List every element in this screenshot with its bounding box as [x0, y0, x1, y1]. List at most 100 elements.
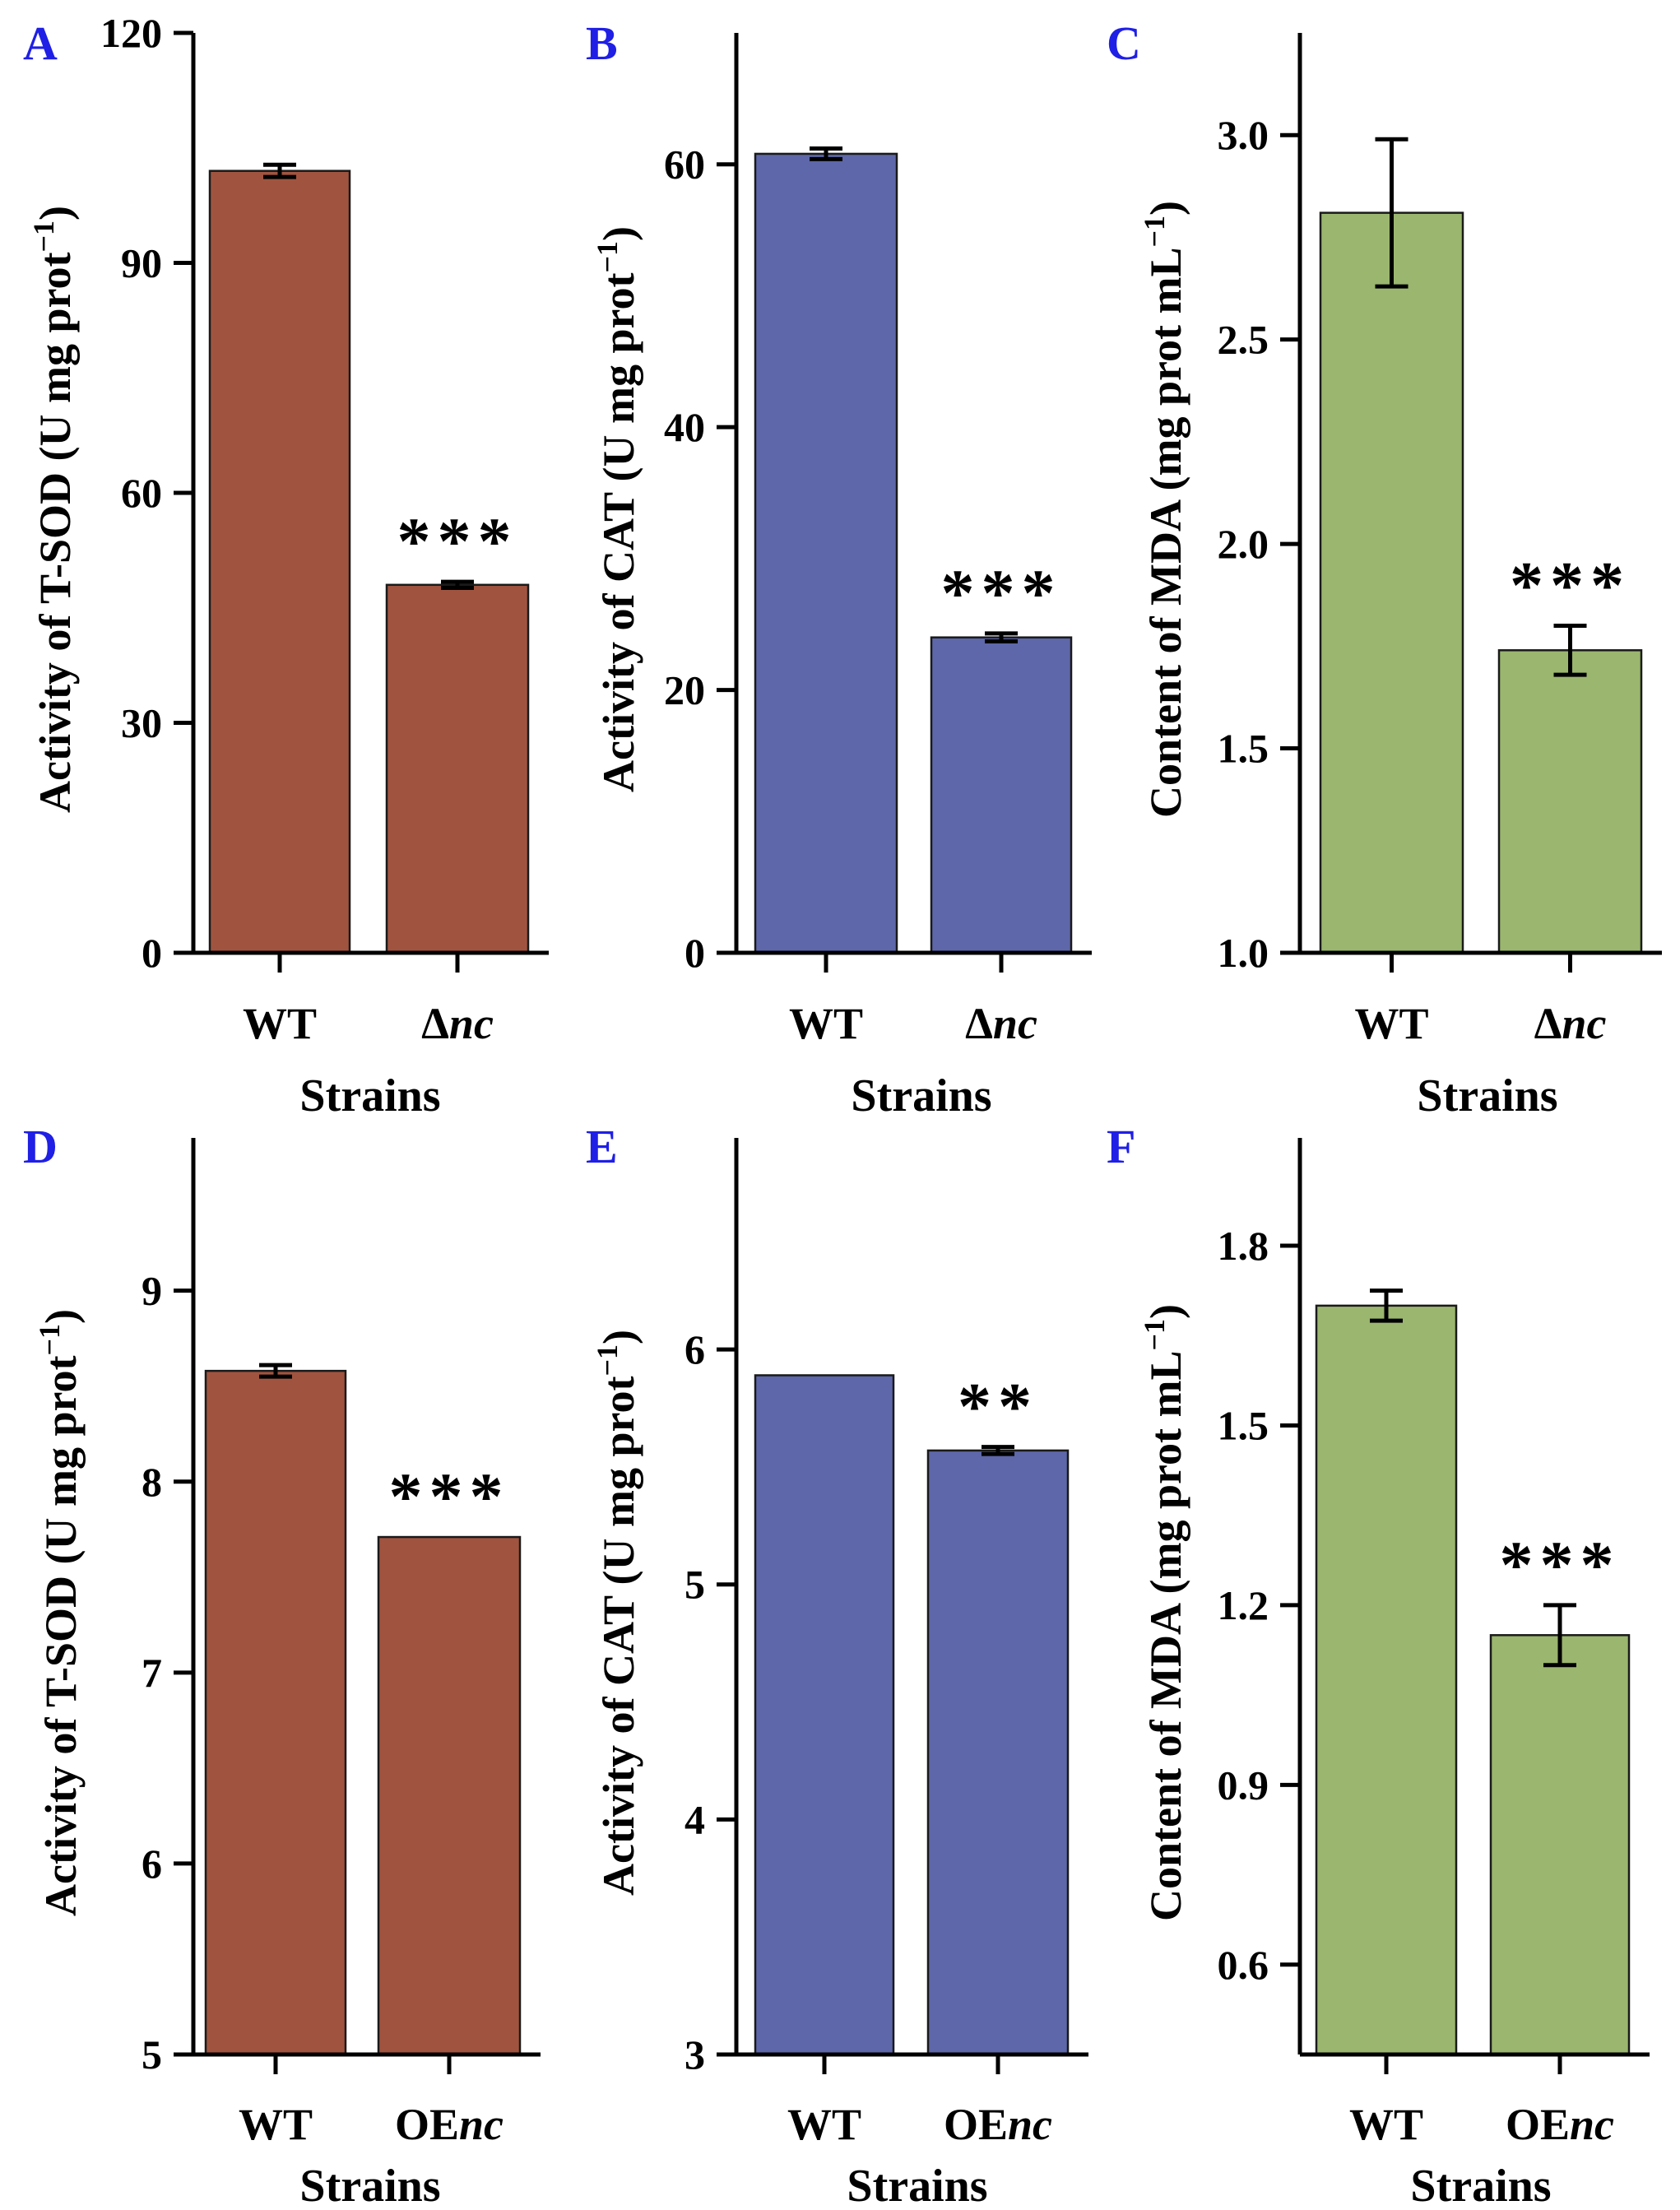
y-axis-title-sup: −1: [27, 221, 60, 253]
x-tick-label-italic: nc: [1570, 2100, 1614, 2149]
x-axis-title: Strains: [299, 1070, 440, 1121]
x-tick-label-italic: nc: [993, 999, 1037, 1048]
significance-label: **: [958, 1369, 1038, 1444]
y-tick-label: 6: [142, 1841, 162, 1887]
bar: [1489, 1634, 1631, 2056]
bar: [1315, 1304, 1458, 2056]
y-tick-label: 1.8: [1218, 1223, 1269, 1269]
x-tick-label-italic: nc: [1562, 999, 1606, 1048]
significance-label: ***: [941, 555, 1062, 630]
bar: [930, 636, 1073, 954]
y-axis-title-close: ): [1141, 1304, 1190, 1319]
x-tick-label-text: Δ: [1534, 999, 1562, 1048]
y-axis-title-close: ): [594, 226, 643, 241]
significance-label: ***: [397, 504, 518, 578]
y-tick-label: 3: [685, 2031, 705, 2078]
y-axis-title: Activity of T-SOD (U mg prot−1): [27, 206, 80, 813]
y-axis-title-text: Activity of CAT (U mg prot: [594, 1377, 643, 1896]
bar: [1497, 649, 1643, 954]
significance-label: ***: [1510, 547, 1631, 622]
x-tick-label: OEnc: [944, 2100, 1052, 2149]
y-tick-label: 40: [664, 404, 705, 450]
significance-label: ***: [389, 1459, 510, 1534]
x-tick-label: WT: [789, 999, 863, 1048]
panel-letter: A: [23, 16, 58, 70]
y-axis-title: Content of MDA (mg prot mL−1): [1138, 201, 1190, 818]
x-tick-label: WT: [1349, 2100, 1423, 2149]
y-tick-label: 2.0: [1218, 521, 1269, 567]
y-tick-label: 20: [664, 667, 705, 713]
x-tick-label: WT: [1354, 999, 1428, 1048]
x-tick-label: OEnc: [395, 2100, 504, 2149]
y-axis-title: Content of MDA (mg prot mL−1): [1138, 1304, 1190, 1921]
x-tick-label: WT: [239, 2100, 313, 2149]
y-axis-title: Activity of T-SOD (U mg prot−1): [33, 1309, 86, 1916]
x-tick-label-text: WT: [243, 999, 317, 1048]
x-tick-label-text: Δ: [421, 999, 449, 1048]
panel-letter: B: [586, 16, 618, 70]
y-axis-title-close: ): [30, 206, 80, 221]
y-tick-label: 1.0: [1218, 930, 1269, 976]
bar: [1319, 211, 1464, 954]
bar: [926, 1449, 1070, 2056]
x-tick-label-italic: nc: [1008, 2100, 1052, 2149]
y-axis-title-sup: −1: [591, 241, 624, 273]
panel-c: C WT *** Δnc 1.0 1.5 2.0 2.5 3.0 Strains Content o…: [1107, 16, 1662, 1121]
x-tick-label-text: WT: [789, 999, 863, 1048]
x-axis-title: Strains: [1417, 1070, 1557, 1121]
panel-a: A WT *** Δnc 0 30 60 90 120 Strains Activity of T-…: [23, 10, 549, 1121]
y-tick-label: 1.5: [1218, 726, 1269, 772]
y-axis-title-text: Activity of CAT (U mg prot: [594, 273, 643, 792]
y-axis-title-close: ): [1141, 201, 1190, 216]
y-axis-title-text: Content of MDA (mg prot mL: [1141, 248, 1190, 818]
x-axis-title: Strains: [851, 1070, 991, 1121]
x-tick-label-text: Δ: [965, 999, 993, 1048]
x-tick-label-text: WT: [787, 2100, 861, 2149]
bar: [204, 1369, 347, 2056]
panel-letter: D: [23, 1120, 58, 1173]
x-tick-label-italic: nc: [459, 2100, 504, 2149]
x-tick-label-italic: nc: [449, 999, 494, 1048]
y-tick-label: 90: [121, 240, 162, 286]
x-tick-label-text: WT: [1349, 2100, 1423, 2149]
y-tick-label: 60: [121, 470, 162, 516]
y-tick-label: 9: [142, 1268, 162, 1314]
y-axis-title: Activity of CAT (U mg prot−1): [591, 226, 643, 792]
x-tick-label-text: WT: [1354, 999, 1428, 1048]
bar: [208, 169, 351, 954]
y-tick-label: 1.5: [1218, 1402, 1269, 1448]
x-tick-label: WT: [787, 2100, 861, 2149]
x-tick-label-text: OE: [944, 2100, 1008, 2149]
y-tick-label: 120: [100, 10, 162, 56]
bar: [385, 583, 530, 954]
bar: [754, 152, 898, 954]
y-tick-label: 5: [685, 1562, 705, 1608]
y-tick-label: 4: [685, 1796, 705, 1842]
x-tick-label: Δnc: [1534, 999, 1607, 1048]
x-tick-label: OEnc: [1506, 2100, 1614, 2149]
y-tick-label: 0: [142, 930, 162, 976]
panel-b: B WT *** Δnc 0 20 40 60 Strains Activity of CAT (…: [586, 16, 1092, 1121]
significance-label: ***: [1500, 1527, 1621, 1602]
y-axis-title-text: Activity of T-SOD (U mg prot: [30, 252, 80, 813]
y-axis-title-sup: −1: [1138, 1319, 1171, 1351]
y-tick-label: 60: [664, 142, 705, 188]
x-axis-title: Strains: [847, 2161, 987, 2210]
x-tick-label: Δnc: [421, 999, 494, 1048]
y-tick-label: 0.9: [1218, 1762, 1269, 1808]
y-tick-label: 6: [685, 1326, 705, 1372]
y-tick-label: 30: [121, 700, 162, 746]
x-axis-title: Strains: [299, 2161, 440, 2210]
x-tick-label: Δnc: [965, 999, 1037, 1048]
y-tick-label: 8: [142, 1459, 162, 1505]
y-tick-label: 5: [142, 2031, 162, 2078]
y-tick-label: 3.0: [1218, 112, 1269, 158]
y-axis-title: Activity of CAT (U mg prot−1): [591, 1330, 643, 1896]
y-axis-title-sup: −1: [33, 1324, 66, 1356]
y-axis-title-text: Content of MDA (mg prot mL: [1141, 1351, 1190, 1921]
x-tick-label: WT: [243, 999, 317, 1048]
y-tick-label: 0.6: [1218, 1942, 1269, 1988]
x-tick-label-text: WT: [239, 2100, 313, 2149]
y-axis-title-sup: −1: [591, 1344, 624, 1377]
